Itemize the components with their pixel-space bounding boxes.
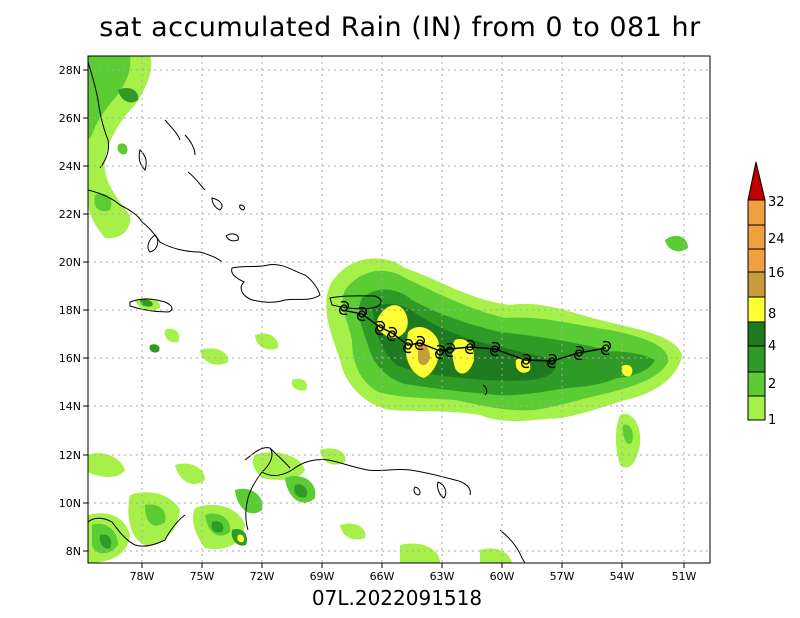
storm-track xyxy=(338,300,612,369)
lon-label: 78W xyxy=(130,570,155,583)
lon-label: 51W xyxy=(672,570,697,583)
lat-label: 18N xyxy=(59,304,81,317)
lat-label: 26N xyxy=(59,112,81,125)
lon-label: 66W xyxy=(370,570,395,583)
gridlines xyxy=(88,56,710,563)
colorbar-segment xyxy=(748,162,765,200)
lon-label: 63W xyxy=(430,570,455,583)
lat-label: 8N xyxy=(66,545,81,558)
colorbar-label: 1 xyxy=(768,413,776,428)
lon-label: 57W xyxy=(550,570,575,583)
colorbar-label: 2 xyxy=(768,377,776,392)
lat-label: 16N xyxy=(59,352,81,365)
latitude-labels: 28N 26N 24N 22N 20N 18N 16N 14N 12N 10N … xyxy=(59,64,81,558)
lat-label: 24N xyxy=(59,160,81,173)
colorbar-segment xyxy=(748,372,765,396)
lon-label: 72W xyxy=(250,570,275,583)
colorbar-label: 4 xyxy=(768,339,776,354)
map-title: sat accumulated Rain (IN) from 0 to 081 … xyxy=(99,12,701,43)
colorbar-segment xyxy=(748,322,765,346)
axis-ticks xyxy=(83,69,685,568)
lat-label: 20N xyxy=(59,256,81,269)
colorbar-label: 8 xyxy=(768,307,776,322)
lon-label: 75W xyxy=(190,570,215,583)
lat-label: 28N xyxy=(59,64,81,77)
colorbar-segment xyxy=(748,396,765,420)
lat-label: 22N xyxy=(59,208,81,221)
lat-label: 14N xyxy=(59,400,81,413)
colorbar-segment xyxy=(748,297,765,322)
lat-label: 10N xyxy=(59,497,81,510)
colorbar-label: 16 xyxy=(768,266,785,281)
longitude-labels: 78W 75W 72W 69W 66W 63W 60W 57W 54W 51W xyxy=(130,570,697,583)
colorbar-segment xyxy=(748,249,765,272)
colorbar-label: 32 xyxy=(768,195,785,210)
lon-label: 69W xyxy=(310,570,335,583)
colorbar-segment xyxy=(748,346,765,372)
storm-id-label: 07L.2022091518 xyxy=(0,586,800,610)
colorbar-label: 24 xyxy=(768,232,785,247)
storm-id-text: 07L.2022091518 xyxy=(311,586,483,610)
lon-label: 54W xyxy=(610,570,635,583)
colorbar: 1 2 4 8 16 24 32 xyxy=(747,161,785,428)
lat-label: 12N xyxy=(59,449,81,462)
colorbar-segment xyxy=(748,272,765,297)
lon-label: 60W xyxy=(490,570,515,583)
